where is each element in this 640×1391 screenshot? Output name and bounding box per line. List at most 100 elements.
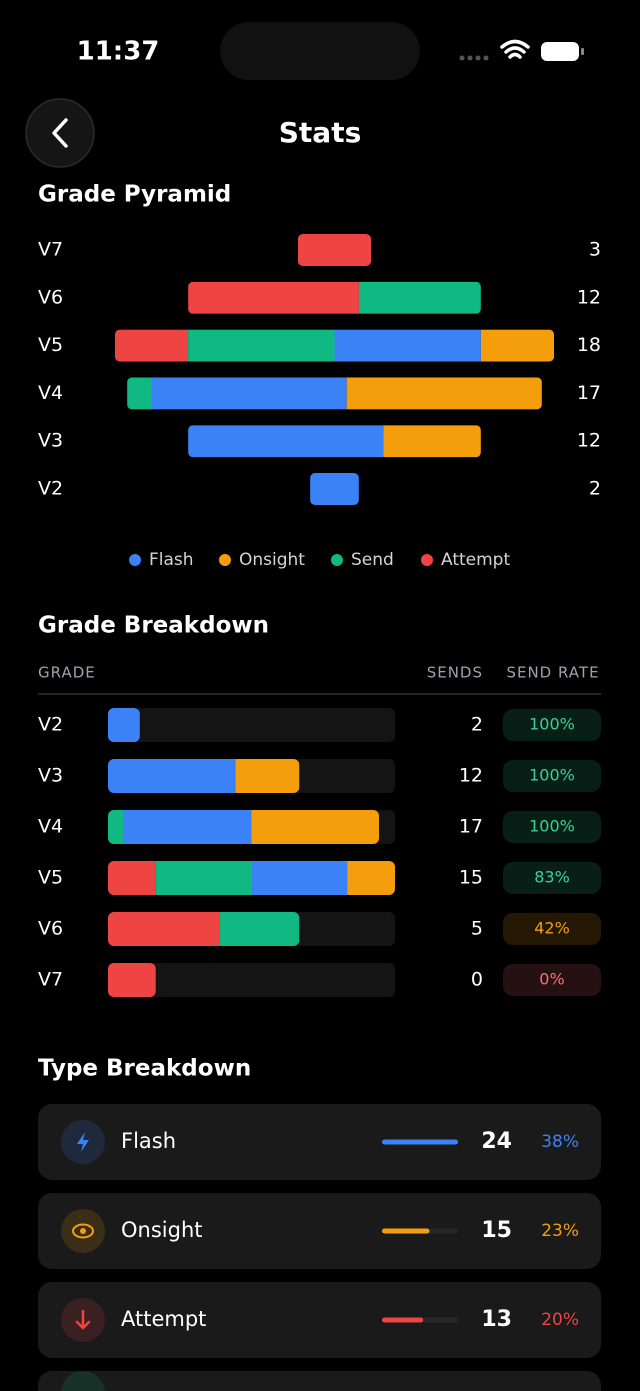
battery (541, 42, 579, 61)
breakdown-segment (108, 759, 236, 793)
signal (459, 55, 489, 61)
grade-label: V4 (38, 382, 63, 404)
sends-count: 0 (471, 969, 483, 991)
pyramid-segment (297, 234, 372, 266)
breakdown-segment (155, 861, 252, 895)
grade-label: V2 (38, 478, 63, 500)
breakdown-segment (108, 963, 156, 997)
total-label: 18 (577, 334, 601, 356)
rate-badge (503, 811, 601, 843)
rate-label: 100% (529, 715, 575, 734)
pyramid-segment (188, 329, 335, 362)
legend-label: Send (351, 550, 394, 570)
rate-label: 100% (529, 817, 575, 836)
section-title: Type Breakdown (38, 1056, 251, 1082)
pyramid-segment (188, 281, 359, 314)
bar-track (108, 963, 395, 997)
rate-label: 100% (529, 766, 575, 785)
section-title: Grade Pyramid (38, 182, 231, 208)
breakdown-segment (108, 810, 124, 844)
grade-label: V7 (38, 969, 63, 991)
legend-dot (219, 554, 231, 566)
grade-label: V2 (38, 714, 63, 736)
pyramid-segment (151, 377, 347, 410)
wifi-icon (500, 39, 530, 59)
breakdown-segment (108, 861, 156, 895)
eye-pupil (80, 1228, 86, 1234)
sends-count: 2 (471, 714, 483, 736)
breakdown-bar (108, 810, 380, 844)
breakdown-segment (219, 912, 300, 946)
legend-label: Attempt (441, 550, 510, 570)
type-name: Attempt (121, 1307, 206, 1331)
total-label: 12 (577, 430, 601, 452)
pyramid-segment (383, 425, 481, 458)
rate-label: 0% (539, 970, 564, 989)
rate-badge (503, 760, 601, 792)
arrow-icon (75, 1309, 91, 1330)
pyramid-segment (358, 281, 481, 314)
type-card (38, 1193, 601, 1269)
total-label: 3 (589, 239, 601, 261)
back-button[interactable] (25, 98, 95, 168)
grade-label: V3 (38, 430, 63, 452)
type-card (38, 1371, 601, 1391)
column-header: SENDS (427, 664, 483, 682)
sends-count: 15 (459, 867, 483, 889)
type-name: Onsight (121, 1218, 203, 1242)
type-count: 24 (481, 1129, 512, 1154)
pyramid-row (188, 425, 481, 458)
pyramid-row (297, 234, 372, 266)
breakdown-segment (123, 810, 252, 844)
rate-badge (503, 709, 601, 741)
type-share: 23% (541, 1221, 579, 1241)
grade-label: V5 (38, 334, 63, 356)
grade-label: V5 (38, 867, 63, 889)
type-share: 38% (541, 1132, 579, 1152)
pyramid-segment (310, 473, 359, 505)
pyramid-row (310, 473, 359, 505)
breakdown-segment (347, 861, 395, 895)
pyramid-row (127, 377, 542, 410)
total-label: 12 (577, 286, 601, 308)
rate-badge (503, 964, 601, 996)
bolt-icon (77, 1132, 89, 1152)
type-name: Flash (121, 1129, 176, 1153)
legend-dot (331, 554, 343, 566)
dynamic-island (220, 22, 420, 80)
legend-label: Onsight (239, 550, 305, 570)
breakdown-segment (235, 759, 300, 793)
clock: 11:37 (77, 37, 160, 67)
rate-label: 83% (534, 868, 570, 887)
rate-badge (503, 862, 601, 894)
breakdown-segment (251, 810, 380, 844)
breakdown-segment (108, 708, 140, 742)
sends-count: 5 (471, 918, 483, 940)
pyramid-segment (114, 329, 189, 362)
type-bar (382, 1317, 424, 1323)
total-label: 17 (577, 382, 601, 404)
type-count: 13 (481, 1307, 512, 1332)
page-title: Stats (279, 116, 362, 149)
section-title: Grade Breakdown (38, 613, 269, 639)
grade-label: V6 (38, 918, 63, 940)
pyramid-row (188, 281, 481, 314)
breakdown-segment (108, 912, 220, 946)
pyramid-segment (346, 377, 542, 410)
grade-label: V6 (38, 286, 63, 308)
sends-count: 17 (459, 816, 483, 838)
pyramid-segment (188, 425, 384, 458)
type-share: 20% (541, 1310, 579, 1330)
rate-label: 42% (534, 919, 570, 938)
rate-badge (503, 913, 601, 945)
breakdown-bar (108, 963, 156, 997)
breakdown-bar (108, 861, 395, 895)
grade-label: V7 (38, 239, 63, 261)
pyramid-row (114, 329, 555, 362)
grade-label: V4 (38, 816, 63, 838)
eye-icon (72, 1223, 94, 1239)
legend-dot (129, 554, 141, 566)
breakdown-bar (108, 912, 300, 946)
bar-track (108, 708, 395, 742)
